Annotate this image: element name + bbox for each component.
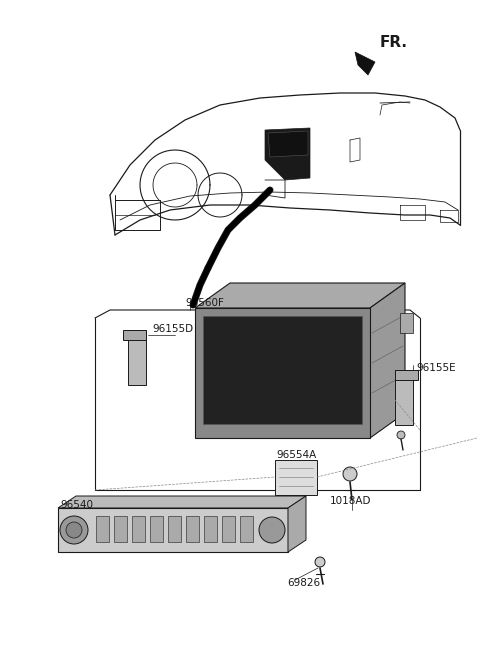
Circle shape bbox=[315, 557, 325, 567]
Circle shape bbox=[134, 369, 140, 375]
Polygon shape bbox=[204, 516, 217, 542]
Polygon shape bbox=[288, 496, 306, 552]
Polygon shape bbox=[123, 330, 146, 340]
Polygon shape bbox=[58, 496, 306, 508]
Circle shape bbox=[401, 409, 407, 415]
Circle shape bbox=[399, 393, 409, 403]
Circle shape bbox=[397, 431, 405, 439]
Polygon shape bbox=[186, 516, 199, 542]
Text: 96554A: 96554A bbox=[276, 450, 316, 460]
Text: 1018AD: 1018AD bbox=[330, 496, 372, 506]
Polygon shape bbox=[400, 313, 413, 333]
Polygon shape bbox=[114, 516, 127, 542]
Polygon shape bbox=[96, 516, 109, 542]
Circle shape bbox=[132, 353, 142, 363]
Text: 96155E: 96155E bbox=[416, 363, 456, 373]
Polygon shape bbox=[58, 508, 288, 552]
Text: 96540: 96540 bbox=[60, 500, 93, 510]
Polygon shape bbox=[355, 52, 375, 75]
Polygon shape bbox=[240, 516, 253, 542]
Polygon shape bbox=[150, 516, 163, 542]
Polygon shape bbox=[265, 128, 310, 180]
Polygon shape bbox=[203, 316, 362, 424]
Text: FR.: FR. bbox=[380, 35, 408, 50]
Polygon shape bbox=[275, 460, 317, 495]
Text: 96155D: 96155D bbox=[152, 324, 193, 334]
Polygon shape bbox=[395, 370, 418, 380]
Polygon shape bbox=[222, 516, 235, 542]
Circle shape bbox=[60, 516, 88, 544]
Polygon shape bbox=[268, 131, 308, 157]
Polygon shape bbox=[128, 330, 146, 385]
Polygon shape bbox=[132, 516, 145, 542]
Polygon shape bbox=[168, 516, 181, 542]
Polygon shape bbox=[195, 283, 405, 308]
Circle shape bbox=[259, 517, 285, 543]
Text: 96560F: 96560F bbox=[185, 298, 224, 308]
Polygon shape bbox=[395, 370, 413, 425]
Circle shape bbox=[66, 522, 82, 538]
Text: 69826: 69826 bbox=[287, 578, 320, 588]
Polygon shape bbox=[195, 308, 370, 438]
Circle shape bbox=[343, 467, 357, 481]
Polygon shape bbox=[370, 283, 405, 438]
